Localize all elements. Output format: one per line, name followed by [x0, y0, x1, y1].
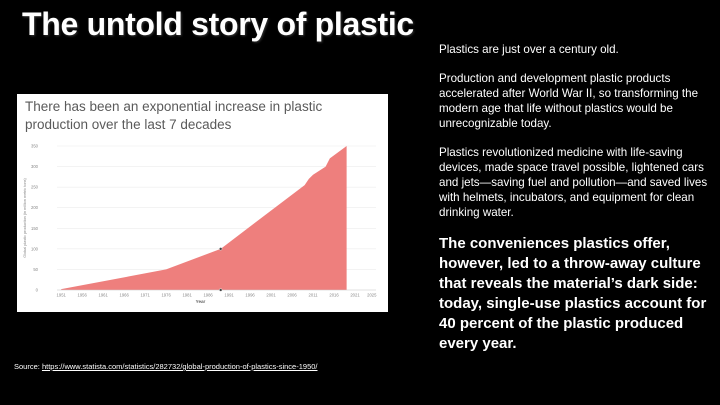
y-tick-label: 50 — [33, 267, 38, 272]
x-tick-label: 2025 — [367, 293, 377, 298]
x-tick-label: 2006 — [287, 293, 297, 298]
y-axis-title: Global plastic production (in million me… — [23, 177, 27, 257]
x-tick-label: 1986 — [203, 293, 213, 298]
data-point-marker — [219, 247, 223, 251]
y-tick-label: 350 — [31, 144, 39, 149]
x-tick-label: 1961 — [99, 293, 109, 298]
y-tick-label: 250 — [31, 185, 39, 190]
chart-card: 0 50 100 150 200 250 300 350 1951 1956 1961 1966 197… — [17, 94, 388, 312]
x-tick-label: 2001 — [266, 293, 276, 298]
x-tick-label: 1951 — [57, 293, 67, 298]
paragraph-1: Plastics are just over a century old. — [439, 43, 619, 56]
x-tick-label: 2016 — [329, 293, 339, 298]
x-tick-label: 1966 — [119, 293, 129, 298]
chart-title: There has been an exponential increase i… — [25, 99, 323, 132]
y-tick-label: 200 — [31, 205, 39, 210]
y-tick-label: 300 — [31, 164, 39, 169]
y-tick-label: 0 — [36, 288, 39, 293]
source-note: Source: https://www.statista.com/statist… — [14, 362, 318, 371]
series-area — [61, 146, 347, 290]
source-link[interactable]: https://www.statista.com/statistics/2827… — [41, 362, 318, 371]
paragraph-3: Plastics revolutionized medicine with li… — [439, 146, 708, 219]
source-label: Source: — [14, 362, 40, 371]
text-column: Plastics are just over a century old. Pr… — [439, 42, 713, 354]
y-tick-label: 100 — [31, 246, 39, 251]
highlight-paragraph: The conveniences plastics offer, however… — [439, 235, 707, 352]
paragraph-2: Production and development plastic produ… — [439, 72, 699, 130]
y-tick-label: 150 — [31, 226, 39, 231]
x-tick-label: 1996 — [245, 293, 255, 298]
x-tick-label: 1991 — [224, 293, 234, 298]
x-axis-title: Year — [196, 299, 206, 304]
x-tick-label: 1956 — [78, 293, 88, 298]
x-tick-label: 2011 — [309, 293, 319, 298]
x-tick-label: 1981 — [182, 293, 192, 298]
production-chart: 0 50 100 150 200 250 300 350 1951 1956 1961 1966 197… — [23, 144, 377, 305]
slide-title: The untold story of plastic — [22, 6, 414, 42]
x-tick-label: 2021 — [350, 293, 360, 298]
data-point-marker — [219, 288, 223, 292]
x-tick-label: 1971 — [140, 293, 150, 298]
x-tick-label: 1976 — [161, 293, 171, 298]
